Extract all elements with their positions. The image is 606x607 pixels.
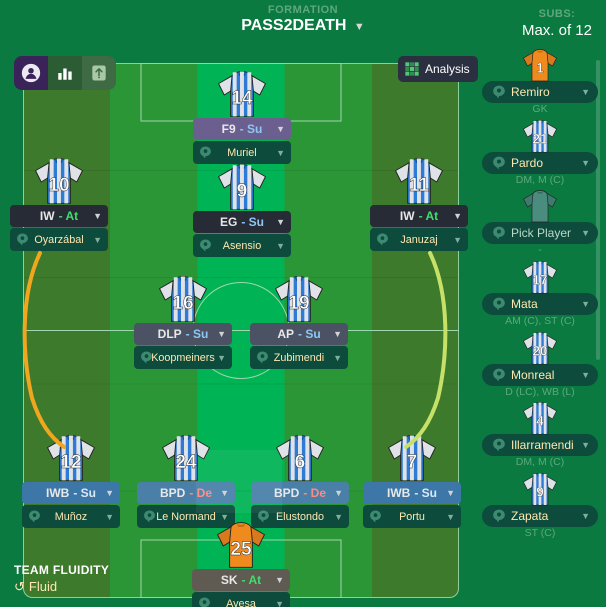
svg-text:11: 11 [409,175,430,196]
svg-text:6: 6 [295,452,306,473]
svg-text:4: 4 [536,414,544,429]
svg-text:24: 24 [175,452,197,473]
svg-text:21: 21 [532,131,548,146]
svg-text:7: 7 [407,452,418,473]
svg-text:14: 14 [231,88,253,109]
svg-text:17: 17 [532,272,547,287]
svg-text:1: 1 [536,61,544,76]
svg-text:10: 10 [48,175,69,196]
svg-text:20: 20 [532,343,547,358]
svg-text:9: 9 [237,181,248,202]
svg-text:25: 25 [230,539,252,560]
svg-text:12: 12 [60,452,81,473]
svg-text:19: 19 [288,293,309,314]
svg-text:9: 9 [536,484,544,499]
svg-text:16: 16 [172,293,193,314]
